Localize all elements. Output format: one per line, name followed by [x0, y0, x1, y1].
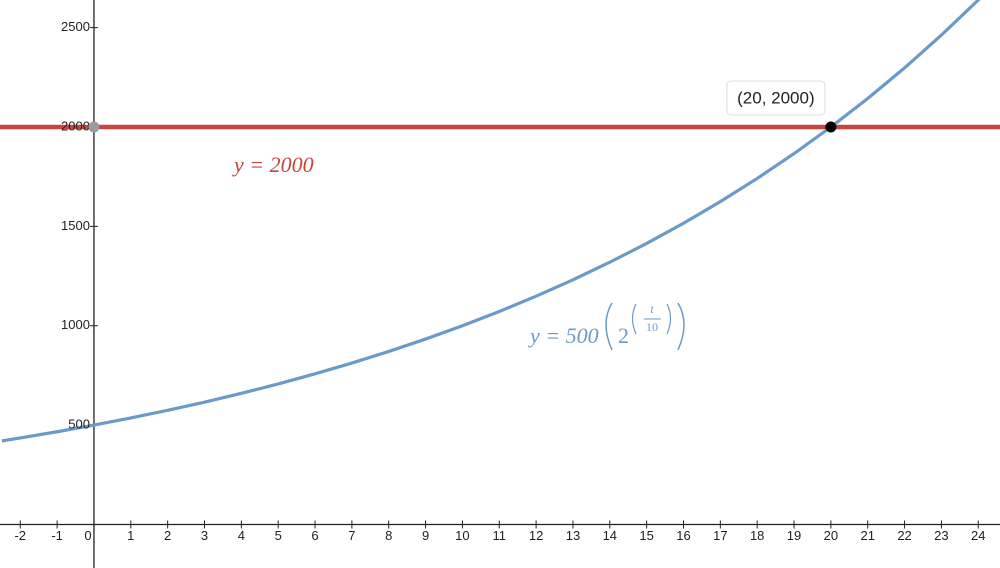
curve-label-den: 10	[646, 320, 658, 334]
x-tick-label: 20	[824, 528, 838, 543]
line-label: y = 2000	[232, 152, 314, 177]
x-tick-label: 23	[934, 528, 948, 543]
x-tick-label: 13	[566, 528, 580, 543]
plot-area	[0, 0, 1000, 443]
point-label: (20, 2000)	[737, 88, 815, 107]
y-tick-label: 1000	[61, 317, 90, 332]
point-label-box	[726, 80, 826, 116]
x-tick-label: 24	[971, 528, 985, 543]
x-tick-label: 11	[493, 528, 507, 543]
x-tick-label: 8	[385, 528, 392, 543]
paren	[605, 302, 613, 351]
curve-label: y = 500 2 t 10	[528, 302, 685, 351]
x-tick-label: 3	[201, 528, 208, 543]
x-tick-label: 1	[127, 528, 134, 543]
curve	[1, 0, 981, 443]
point	[88, 121, 100, 133]
curve-label-num: t	[650, 302, 654, 316]
point	[825, 121, 837, 133]
x-tick-label: 12	[529, 528, 543, 543]
curve-label-lhs: y = 500	[528, 323, 599, 348]
x-tick-label: 4	[238, 528, 245, 543]
curve-label-base: 2	[618, 323, 629, 348]
x-tick-label: 9	[422, 528, 429, 543]
x-tick-label: 16	[676, 528, 690, 543]
x-tick-label: 2	[164, 528, 171, 543]
y-tick-label: 500	[68, 417, 90, 432]
paren	[666, 303, 672, 335]
x-tick-label: 14	[603, 528, 617, 543]
x-tick-label: 19	[787, 528, 801, 543]
paren	[631, 303, 637, 335]
y-tick-label: 2000	[61, 118, 90, 133]
x-tick-label: 5	[275, 528, 282, 543]
y-tick-label: 1500	[61, 218, 90, 233]
x-tick-label: 18	[750, 528, 764, 543]
x-tick-label: -1	[51, 528, 63, 543]
x-tick-label: -2	[14, 528, 26, 543]
x-tick-label: 6	[311, 528, 318, 543]
x-tick-label: 7	[348, 528, 355, 543]
paren	[677, 302, 685, 351]
x-tick-label: 15	[639, 528, 653, 543]
x-tick-label: 0	[84, 528, 91, 543]
y-tick-label: 2500	[61, 19, 90, 34]
x-tick-label: 10	[455, 528, 469, 543]
x-tick-label: 22	[897, 528, 911, 543]
labels: -2 -1 0 1 2 3 4 5 6 7 8 9 10 11 12 13 14 15 16 17 18 19 20 21 22…	[14, 19, 985, 543]
x-tick-label: 21	[860, 528, 874, 543]
x-tick-label: 17	[713, 528, 727, 543]
